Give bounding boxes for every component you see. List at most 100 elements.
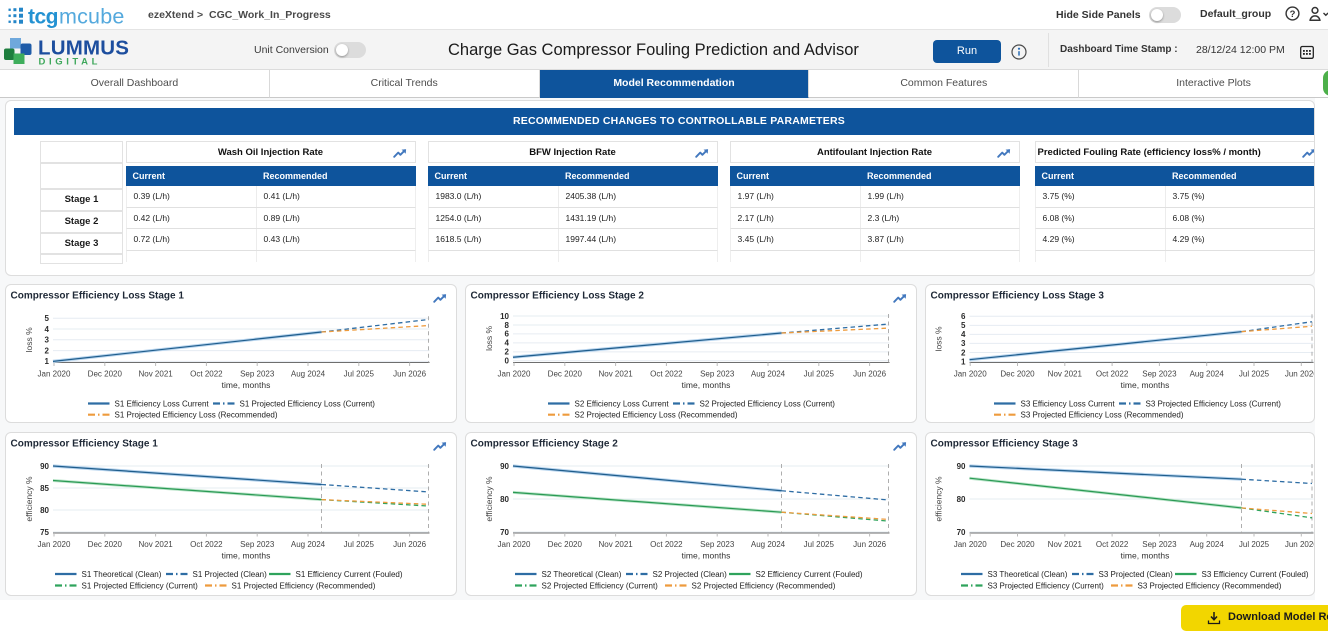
svg-text:Dec 2020: Dec 2020 [548,540,583,549]
svg-text:Compressor Efficiency Loss Sta: Compressor Efficiency Loss Stage 3 [931,291,1105,302]
svg-text:4: 4 [505,339,510,348]
svg-text:2: 2 [961,348,966,357]
svg-text:mcube: mcube [59,5,125,29]
svg-text:time, months: time, months [1121,380,1170,390]
svg-text:S1 Projected Efficiency (Recom: S1 Projected Efficiency (Recommended) [232,581,376,590]
svg-text:2: 2 [505,348,510,357]
svg-text:Dec 2020: Dec 2020 [1000,540,1035,549]
svg-text:S3 Theoretical (Clean): S3 Theoretical (Clean) [988,570,1068,579]
svg-text:S3 Efficiency Current (Fouled): S3 Efficiency Current (Fouled) [1202,570,1309,579]
svg-text:8: 8 [505,321,510,330]
svg-text:time, months: time, months [682,551,731,561]
svg-text:S1 Projected Efficiency (Curre: S1 Projected Efficiency (Current) [82,581,199,590]
svg-text:Compressor Efficiency Stage 3: Compressor Efficiency Stage 3 [931,439,1079,450]
svg-text:4: 4 [961,330,966,339]
svg-text:S2 Projected Efficiency Loss (: S2 Projected Efficiency Loss (Current) [700,399,836,408]
svg-text:S1 Efficiency Loss Current: S1 Efficiency Loss Current [115,399,210,408]
svg-text:0: 0 [505,357,510,366]
svg-text:time, months: time, months [222,380,271,390]
svg-text:Jun 2026: Jun 2026 [1285,540,1314,549]
svg-text:Nov 2021: Nov 2021 [138,540,173,549]
svg-text:70: 70 [500,528,509,537]
svg-text:5: 5 [961,321,966,330]
svg-text:S1 Projected Efficiency Loss (: S1 Projected Efficiency Loss (Recommende… [115,411,278,420]
svg-text:6: 6 [961,312,966,321]
svg-text:S3 Projected (Clean): S3 Projected (Clean) [1099,570,1174,579]
svg-text:Dec 2020: Dec 2020 [88,540,123,549]
svg-text:4: 4 [45,325,50,334]
svg-text:Aug 2024: Aug 2024 [291,540,326,549]
svg-text:3: 3 [45,336,50,345]
svg-text:Sep 2023: Sep 2023 [240,370,275,379]
svg-text:90: 90 [500,462,509,471]
svg-text:time, months: time, months [1121,551,1170,561]
svg-text:Dec 2020: Dec 2020 [1000,370,1035,379]
svg-text:Compressor Efficiency Stage 2: Compressor Efficiency Stage 2 [471,439,619,450]
svg-text:Jul 2025: Jul 2025 [1239,540,1270,549]
svg-text:Jul 2025: Jul 2025 [804,370,835,379]
svg-text:efficiency %: efficiency % [934,476,944,522]
svg-text:Aug 2024: Aug 2024 [1190,370,1225,379]
svg-text:Dec 2020: Dec 2020 [88,370,123,379]
svg-text:time, months: time, months [222,551,271,561]
svg-text:1: 1 [45,357,50,366]
svg-text:?: ? [1290,9,1296,20]
svg-text:S3 Efficiency Loss Current: S3 Efficiency Loss Current [1021,399,1116,408]
svg-text:S1 Efficiency Current (Fouled): S1 Efficiency Current (Fouled) [296,570,403,579]
svg-text:tcg: tcg [28,6,58,29]
svg-text:S2 Projected (Clean): S2 Projected (Clean) [653,570,728,579]
svg-text:efficiency %: efficiency % [484,476,494,522]
svg-text:Sep 2023: Sep 2023 [700,540,735,549]
svg-text:Aug 2024: Aug 2024 [751,370,786,379]
svg-text:S2 Theoretical (Clean): S2 Theoretical (Clean) [542,570,622,579]
svg-text:Compressor Efficiency Loss Sta: Compressor Efficiency Loss Stage 2 [471,291,645,302]
svg-text:3: 3 [961,339,966,348]
svg-text:90: 90 [40,462,49,471]
svg-text:2: 2 [45,346,50,355]
svg-text:80: 80 [957,495,966,504]
svg-text:loss %: loss % [484,325,494,350]
svg-text:Oct 2022: Oct 2022 [1096,370,1129,379]
svg-text:Oct 2022: Oct 2022 [650,370,683,379]
svg-text:efficiency %: efficiency % [24,476,34,522]
svg-text:S3 Projected Efficiency Loss (: S3 Projected Efficiency Loss (Recommende… [1021,411,1184,420]
svg-text:S1 Projected Efficiency Loss (: S1 Projected Efficiency Loss (Current) [240,399,376,408]
svg-text:S2 Efficiency Loss Current: S2 Efficiency Loss Current [575,399,670,408]
svg-text:Jan 2020: Jan 2020 [954,370,987,379]
svg-text:S2 Projected Efficiency Loss (: S2 Projected Efficiency Loss (Recommende… [575,411,738,420]
svg-text:S3 Projected Efficiency Loss (: S3 Projected Efficiency Loss (Current) [1146,399,1282,408]
svg-text:75: 75 [40,528,49,537]
svg-text:Nov 2021: Nov 2021 [1048,370,1083,379]
svg-text:Oct 2022: Oct 2022 [650,540,683,549]
svg-text:Oct 2022: Oct 2022 [190,370,223,379]
svg-text:90: 90 [957,462,966,471]
svg-text:Aug 2024: Aug 2024 [291,370,326,379]
svg-text:S1 Theoretical (Clean): S1 Theoretical (Clean) [82,570,162,579]
svg-text:Jan 2020: Jan 2020 [954,540,987,549]
svg-text:Compressor Efficiency Loss Sta: Compressor Efficiency Loss Stage 1 [11,291,185,302]
svg-text:Sep 2023: Sep 2023 [1142,370,1177,379]
svg-text:1: 1 [961,357,966,366]
svg-text:80: 80 [40,506,49,515]
svg-text:Jul 2025: Jul 2025 [1239,370,1270,379]
svg-text:Sep 2023: Sep 2023 [240,540,275,549]
svg-text:Nov 2021: Nov 2021 [1048,540,1083,549]
svg-text:Jan 2020: Jan 2020 [498,540,531,549]
svg-text:S2 Efficiency Current (Fouled): S2 Efficiency Current (Fouled) [756,570,863,579]
svg-text:Oct 2022: Oct 2022 [190,540,223,549]
svg-text:Jun 2026: Jun 2026 [1285,370,1314,379]
svg-text:loss %: loss % [24,327,34,352]
svg-text:Jan 2020: Jan 2020 [38,540,71,549]
svg-text:6: 6 [505,330,510,339]
svg-text:85: 85 [40,484,49,493]
svg-text:Sep 2023: Sep 2023 [700,370,735,379]
svg-text:Jan 2020: Jan 2020 [498,370,531,379]
svg-text:Aug 2024: Aug 2024 [751,540,786,549]
svg-text:Oct 2022: Oct 2022 [1096,540,1129,549]
svg-text:Jun 2026: Jun 2026 [393,540,426,549]
svg-text:Sep 2023: Sep 2023 [1142,540,1177,549]
svg-text:S3 Projected Efficiency (Recom: S3 Projected Efficiency (Recommended) [1138,581,1282,590]
svg-text:DIGITAL: DIGITAL [39,57,102,66]
svg-text:5: 5 [45,314,50,323]
svg-text:S2 Projected Efficiency (Curre: S2 Projected Efficiency (Current) [542,581,659,590]
